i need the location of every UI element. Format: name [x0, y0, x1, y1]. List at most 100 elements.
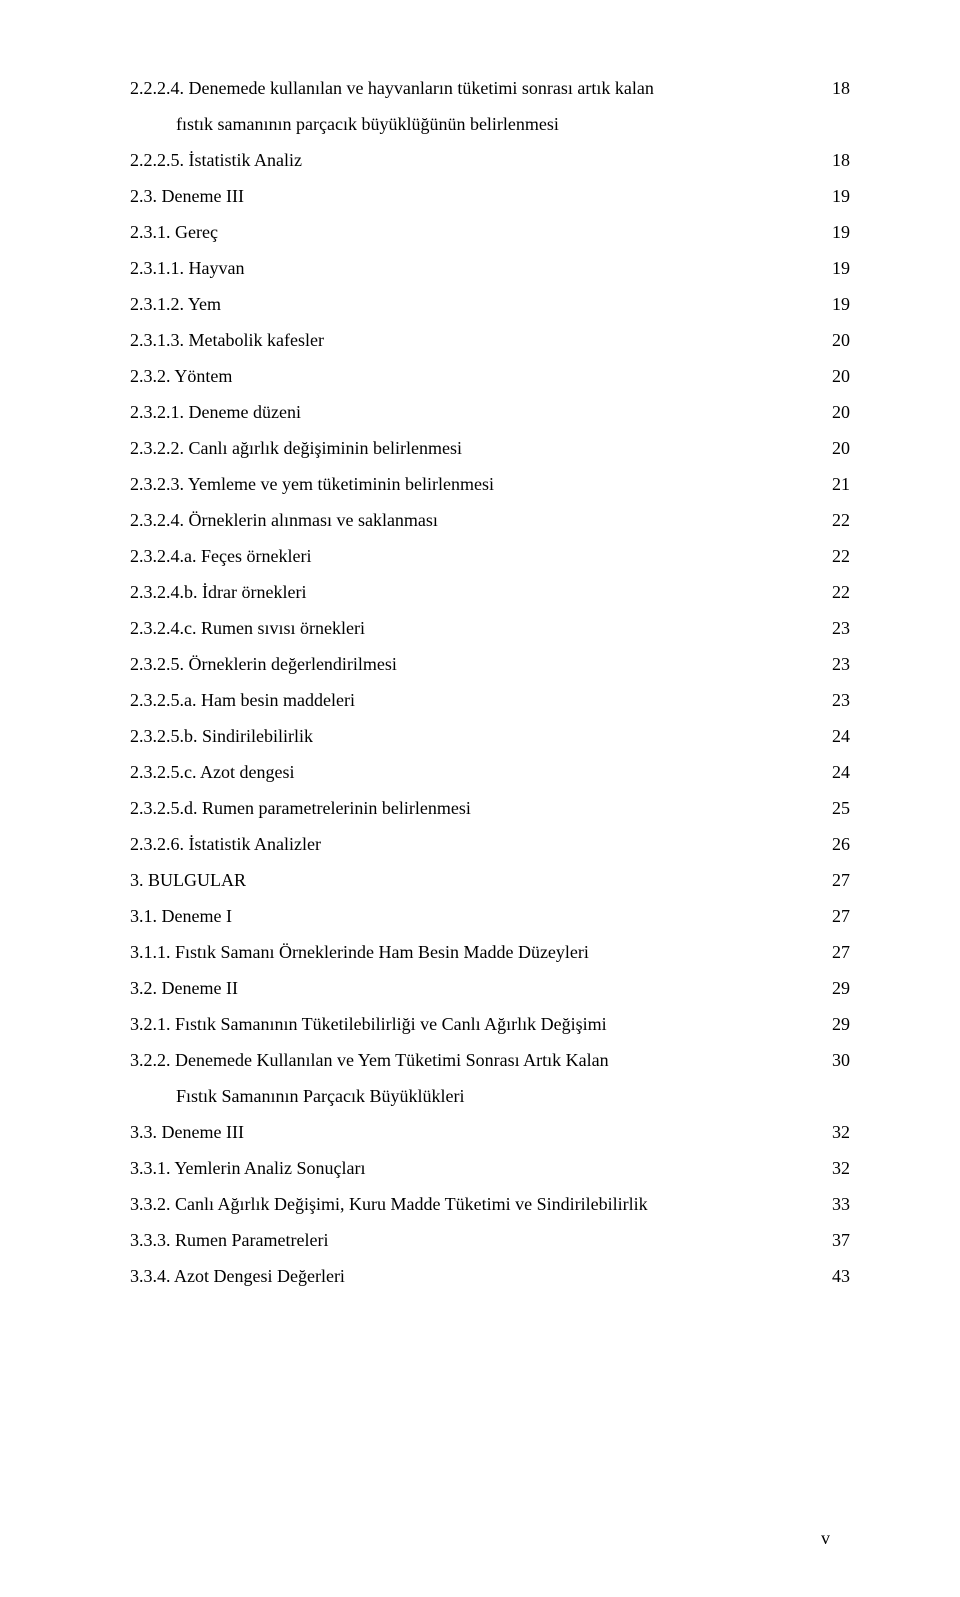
toc-page-number: 23 [820, 646, 850, 682]
toc-page-number: 20 [820, 322, 850, 358]
toc-label: 3.3.3. Rumen Parametreleri [130, 1222, 820, 1258]
toc-row: 3. BULGULAR27 [130, 862, 850, 898]
toc-page-number: 19 [820, 214, 850, 250]
toc-row: 2.3.2.6. İstatistik Analizler26 [130, 826, 850, 862]
toc-label: 3.3.1. Yemlerin Analiz Sonuçları [130, 1150, 820, 1186]
toc-page-number: 18 [820, 70, 850, 106]
toc-label: 2.3.2.4.c. Rumen sıvısı örnekleri [130, 610, 820, 646]
toc-page: 2.2.2.4. Denemede kullanılan ve hayvanla… [0, 0, 960, 1597]
toc-row: 3.3.2. Canlı Ağırlık Değişimi, Kuru Madd… [130, 1186, 850, 1222]
toc-label: 2.3.2.5.d. Rumen parametrelerinin belirl… [130, 790, 820, 826]
footer-page-number: v [821, 1528, 830, 1549]
toc-row: 3.2. Deneme II29 [130, 970, 850, 1006]
toc-row: 2.3.1.1. Hayvan19 [130, 250, 850, 286]
toc-row: 2.3.2.2. Canlı ağırlık değişiminin belir… [130, 430, 850, 466]
toc-row: 2.2.2.4. Denemede kullanılan ve hayvanla… [130, 70, 850, 106]
toc-page-number: 32 [820, 1114, 850, 1150]
toc-label: fıstık samanının parçacık büyüklüğünün b… [130, 106, 850, 142]
toc-page-number: 27 [820, 898, 850, 934]
toc-label: 2.3.2.4.a. Feçes örnekleri [130, 538, 820, 574]
toc-page-number: 32 [820, 1150, 850, 1186]
toc-label: 3.1.1. Fıstık Samanı Örneklerinde Ham Be… [130, 934, 820, 970]
toc-page-number: 22 [820, 574, 850, 610]
toc-row: 2.3.1. Gereç19 [130, 214, 850, 250]
toc-page-number: 26 [820, 826, 850, 862]
toc-page-number: 24 [820, 754, 850, 790]
toc-label: 3.2.2. Denemede Kullanılan ve Yem Tüketi… [130, 1042, 820, 1078]
toc-page-number: 27 [820, 934, 850, 970]
toc-row: Fıstık Samanının Parçacık Büyüklükleri [130, 1078, 850, 1114]
toc-label: 3.3.2. Canlı Ağırlık Değişimi, Kuru Madd… [130, 1186, 820, 1222]
toc-page-number: 30 [820, 1042, 850, 1078]
toc-page-number: 20 [820, 358, 850, 394]
toc-row: fıstık samanının parçacık büyüklüğünün b… [130, 106, 850, 142]
toc-row: 2.3.2. Yöntem20 [130, 358, 850, 394]
toc-row: 2.3.2.5.b. Sindirilebilirlik24 [130, 718, 850, 754]
toc-label: 3.2.1. Fıstık Samanının Tüketilebilirliğ… [130, 1006, 820, 1042]
toc-page-number: 27 [820, 862, 850, 898]
toc-label: 2.3.1.2. Yem [130, 286, 820, 322]
toc-page-number: 29 [820, 1006, 850, 1042]
toc-label: 2.3.1.1. Hayvan [130, 250, 820, 286]
toc-label: 2.2.2.4. Denemede kullanılan ve hayvanla… [130, 70, 820, 106]
toc-row: 2.3.2.4.a. Feçes örnekleri22 [130, 538, 850, 574]
toc-label: 2.3. Deneme III [130, 178, 820, 214]
toc-page-number: 29 [820, 970, 850, 1006]
toc-row: 3.1.1. Fıstık Samanı Örneklerinde Ham Be… [130, 934, 850, 970]
toc-page-number: 43 [820, 1258, 850, 1294]
toc-row: 3.3. Deneme III32 [130, 1114, 850, 1150]
toc-row: 3.3.3. Rumen Parametreleri37 [130, 1222, 850, 1258]
toc-page-number: 33 [820, 1186, 850, 1222]
toc-row: 2.3.2.4.b. İdrar örnekleri22 [130, 574, 850, 610]
toc-page-number: 19 [820, 286, 850, 322]
toc-row: 2.3.2.5. Örneklerin değerlendirilmesi23 [130, 646, 850, 682]
toc-row: 2.3. Deneme III19 [130, 178, 850, 214]
toc-list: 2.2.2.4. Denemede kullanılan ve hayvanla… [130, 70, 850, 1294]
toc-row: 2.3.2.3. Yemleme ve yem tüketiminin beli… [130, 466, 850, 502]
toc-page-number: 23 [820, 610, 850, 646]
toc-page-number: 23 [820, 682, 850, 718]
toc-row: 2.3.2.5.c. Azot dengesi24 [130, 754, 850, 790]
toc-label: 3.3. Deneme III [130, 1114, 820, 1150]
toc-label: 2.3.2.4. Örneklerin alınması ve saklanma… [130, 502, 820, 538]
toc-label: 2.3.2.5.a. Ham besin maddeleri [130, 682, 820, 718]
toc-page-number: 25 [820, 790, 850, 826]
toc-page-number: 19 [820, 178, 850, 214]
toc-row: 2.2.2.5. İstatistik Analiz18 [130, 142, 850, 178]
toc-row: 2.3.1.3. Metabolik kafesler20 [130, 322, 850, 358]
toc-row: 2.3.2.4.c. Rumen sıvısı örnekleri23 [130, 610, 850, 646]
toc-label: 2.3.2.6. İstatistik Analizler [130, 826, 820, 862]
toc-page-number: 22 [820, 538, 850, 574]
toc-label: Fıstık Samanının Parçacık Büyüklükleri [130, 1078, 850, 1114]
toc-label: 3.1. Deneme I [130, 898, 820, 934]
toc-label: 2.3.2.5.c. Azot dengesi [130, 754, 820, 790]
toc-row: 2.3.2.4. Örneklerin alınması ve saklanma… [130, 502, 850, 538]
toc-label: 2.3.2. Yöntem [130, 358, 820, 394]
toc-row: 3.2.1. Fıstık Samanının Tüketilebilirliğ… [130, 1006, 850, 1042]
toc-row: 2.3.2.5.a. Ham besin maddeleri23 [130, 682, 850, 718]
toc-page-number: 22 [820, 502, 850, 538]
toc-label: 2.3.2.4.b. İdrar örnekleri [130, 574, 820, 610]
toc-page-number: 20 [820, 394, 850, 430]
toc-row: 2.3.2.1. Deneme düzeni20 [130, 394, 850, 430]
toc-row: 3.1. Deneme I27 [130, 898, 850, 934]
toc-label: 2.3.2.3. Yemleme ve yem tüketiminin beli… [130, 466, 820, 502]
toc-page-number: 37 [820, 1222, 850, 1258]
toc-label: 2.3.2.5.b. Sindirilebilirlik [130, 718, 820, 754]
toc-page-number: 19 [820, 250, 850, 286]
toc-row: 2.3.1.2. Yem19 [130, 286, 850, 322]
toc-page-number: 21 [820, 466, 850, 502]
toc-label: 2.3.2.2. Canlı ağırlık değişiminin belir… [130, 430, 820, 466]
toc-label: 2.3.1. Gereç [130, 214, 820, 250]
toc-row: 3.3.4. Azot Dengesi Değerleri43 [130, 1258, 850, 1294]
toc-label: 2.2.2.5. İstatistik Analiz [130, 142, 820, 178]
toc-label: 2.3.1.3. Metabolik kafesler [130, 322, 820, 358]
toc-page-number: 24 [820, 718, 850, 754]
toc-label: 2.3.2.5. Örneklerin değerlendirilmesi [130, 646, 820, 682]
toc-row: 3.2.2. Denemede Kullanılan ve Yem Tüketi… [130, 1042, 850, 1078]
toc-row: 3.3.1. Yemlerin Analiz Sonuçları32 [130, 1150, 850, 1186]
toc-row: 2.3.2.5.d. Rumen parametrelerinin belirl… [130, 790, 850, 826]
toc-label: 3. BULGULAR [130, 862, 820, 898]
toc-page-number: 18 [820, 142, 850, 178]
toc-page-number: 20 [820, 430, 850, 466]
